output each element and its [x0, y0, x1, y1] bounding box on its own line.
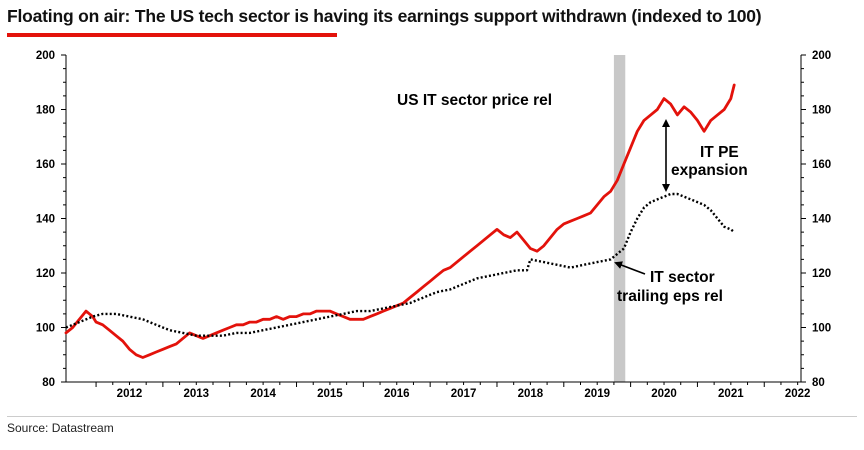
y-tick-label-right: 140 [812, 214, 831, 226]
chart-title: Floating on air: The US tech sector is h… [7, 6, 762, 26]
y-tick-label-left: 120 [36, 268, 55, 280]
annotation-price-rel: US IT sector price rel [397, 92, 552, 109]
annotation-pe-line1: IT PE [700, 144, 739, 161]
source-note: Source: Datastream [7, 421, 114, 435]
x-tick-label: 2013 [183, 388, 209, 400]
y-tick-label-right: 120 [812, 268, 831, 280]
y-tick-label-left: 80 [42, 377, 55, 389]
y-tick-label-right: 180 [812, 105, 831, 117]
eps-annotation-arrow [614, 261, 646, 275]
x-tick-label: 2018 [518, 388, 544, 400]
footer-divider [7, 416, 857, 417]
x-tick-label: 2017 [451, 388, 477, 400]
x-tick-label: 2016 [384, 388, 410, 400]
y-tick-label-left: 140 [36, 214, 55, 226]
x-tick-label: 2020 [651, 388, 677, 400]
annotation-eps-line1: IT sector [650, 269, 715, 286]
y-tick-label-left: 180 [36, 105, 55, 117]
x-tick-label: 2012 [117, 388, 143, 400]
x-tick-label: 2021 [718, 388, 744, 400]
series-line-eps-rel [65, 192, 735, 337]
annotation-eps-line2: trailing eps rel [617, 288, 723, 305]
annotation-pe-line2: expansion [671, 162, 748, 179]
x-tick-label: 2015 [317, 388, 343, 400]
x-tick-label: 2014 [250, 388, 276, 400]
x-tick-label: 2022 [785, 388, 811, 400]
y-tick-label-right: 80 [812, 377, 825, 389]
y-tick-label-left: 160 [36, 159, 55, 171]
title-underline [7, 33, 337, 37]
y-tick-label-right: 160 [812, 159, 831, 171]
y-tick-label-right: 200 [812, 50, 831, 62]
y-tick-label-left: 100 [36, 323, 55, 335]
series-line-price-rel [64, 83, 736, 359]
shaded-period [613, 55, 626, 382]
x-tick-label: 2019 [584, 388, 610, 400]
y-tick-label-right: 100 [812, 323, 831, 335]
y-tick-label-left: 200 [36, 50, 55, 62]
